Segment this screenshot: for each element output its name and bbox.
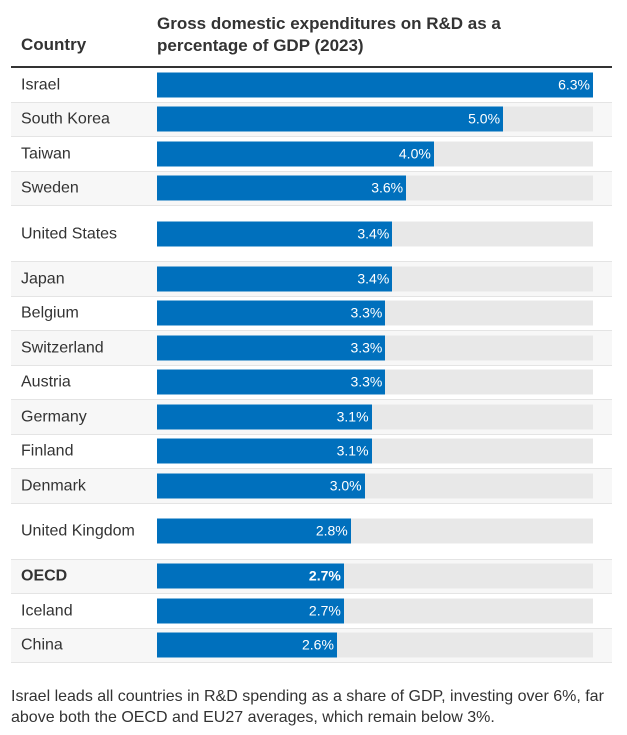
table-row: Iceland 2.7% (11, 594, 612, 629)
bar-track: 3.3% (157, 300, 593, 326)
country-name: United States (21, 225, 118, 242)
bar-track: 3.1% (157, 438, 593, 464)
bar-track: 2.7% (157, 563, 593, 589)
bar: 3.3% (157, 369, 386, 395)
bar-value-label: 2.7% (308, 602, 341, 619)
table-row: Taiwan 4.0% (11, 137, 612, 172)
table-row: Austria 3.3% (11, 366, 612, 400)
country-name: Sweden (21, 179, 79, 197)
table-row: Israel 6.3% (11, 68, 612, 103)
table-row: United States 3.4% (11, 206, 612, 262)
bar: 3.4% (157, 221, 393, 246)
bar-track: 3.3% (157, 335, 593, 361)
bar-track: 3.4% (157, 221, 593, 246)
table-row: South Korea 5.0% (11, 102, 612, 137)
country-name: Japan (21, 270, 65, 288)
table-row: OECD 2.7% (11, 559, 612, 594)
bar-track: 2.7% (157, 598, 593, 624)
table-row: Japan 3.4% (11, 262, 612, 297)
bar-track: 3.3% (157, 369, 593, 395)
bar: 3.6% (157, 175, 407, 201)
bar: 6.3% (157, 72, 593, 98)
country-name: Austria (21, 373, 71, 391)
bar: 3.4% (157, 266, 393, 292)
bar-value-label: 6.3% (558, 76, 590, 93)
table-row: Finland 3.1% (11, 435, 612, 469)
bar-value-label: 5.0% (468, 110, 501, 127)
bar-track: 4.0% (157, 141, 593, 167)
bar: 3.0% (157, 473, 365, 499)
bar: 2.8% (157, 518, 351, 544)
country-name: Israel (21, 76, 61, 94)
bar-track: 3.0% (157, 473, 593, 499)
country-name: United Kingdom (21, 522, 135, 540)
bar: 3.1% (157, 404, 372, 430)
country-name: Switzerland (21, 339, 104, 357)
bar-value-label: 2.8% (315, 522, 348, 539)
table-header: Country Gross domestic expenditures on R… (11, 0, 612, 68)
country-name: Denmark (21, 477, 86, 495)
bar: 4.0% (157, 141, 434, 167)
country-name: Iceland (21, 602, 73, 620)
country-name: Finland (21, 442, 74, 460)
bar-value-label: 2.6% (302, 636, 334, 653)
bar-value-label: 3.1% (336, 442, 369, 459)
country-name: South Korea (21, 110, 110, 128)
bar-track: 5.0% (157, 106, 593, 132)
chart-caption: Israel leads all countries in R&D spendi… (11, 688, 604, 726)
bar-value-label: 3.3% (350, 373, 383, 390)
bar-value-label: 2.7% (308, 567, 341, 584)
bar-value-label: 3.1% (336, 408, 369, 425)
table-row: Sweden 3.6% (11, 171, 612, 206)
table-body: Israel 6.3% South Korea 5.0% Taiwan 4.0% Swede… (11, 68, 612, 663)
country-name: OECD (21, 567, 68, 585)
bar-track: 2.6% (157, 632, 593, 658)
bar-track: 3.1% (157, 404, 593, 430)
bar-value-label: 3.0% (329, 477, 362, 494)
bar-track: 6.3% (157, 72, 593, 98)
bar-value-label: 3.6% (371, 179, 404, 196)
bar-track: 3.4% (157, 266, 593, 292)
bar: 3.3% (157, 335, 386, 361)
rd-spending-table: Country Gross domestic expenditures on R… (11, 0, 612, 663)
table-row: Switzerland 3.3% (11, 331, 612, 366)
bar: 3.3% (157, 300, 386, 326)
bar-value-label: 3.4% (357, 225, 390, 241)
bar: 3.1% (157, 438, 372, 464)
table-row: Denmark 3.0% (11, 469, 612, 504)
table-row: United Kingdom 2.8% (11, 504, 612, 560)
country-name: Taiwan (21, 145, 71, 163)
bar-track: 3.6% (157, 175, 593, 201)
country-name: Germany (21, 408, 87, 426)
bar: 2.6% (157, 632, 337, 658)
bar-value-label: 3.4% (357, 270, 390, 287)
bar: 2.7% (157, 598, 344, 624)
value-column-header: Gross domestic expenditures on R&D as a … (157, 14, 501, 55)
bar-value-label: 3.3% (350, 339, 383, 356)
table-row: Belgium 3.3% (11, 297, 612, 331)
bar-value-label: 4.0% (398, 145, 431, 162)
country-name: China (21, 636, 63, 654)
bar: 5.0% (157, 106, 504, 132)
country-column-header: Country (21, 35, 87, 54)
bar-track: 2.8% (157, 518, 593, 544)
bar: 2.7% (157, 563, 344, 589)
bar-value-label: 3.3% (350, 304, 383, 321)
country-name: Belgium (21, 304, 79, 322)
table-row: Germany 3.1% (11, 400, 612, 435)
table-row: China 2.6% (11, 628, 612, 663)
